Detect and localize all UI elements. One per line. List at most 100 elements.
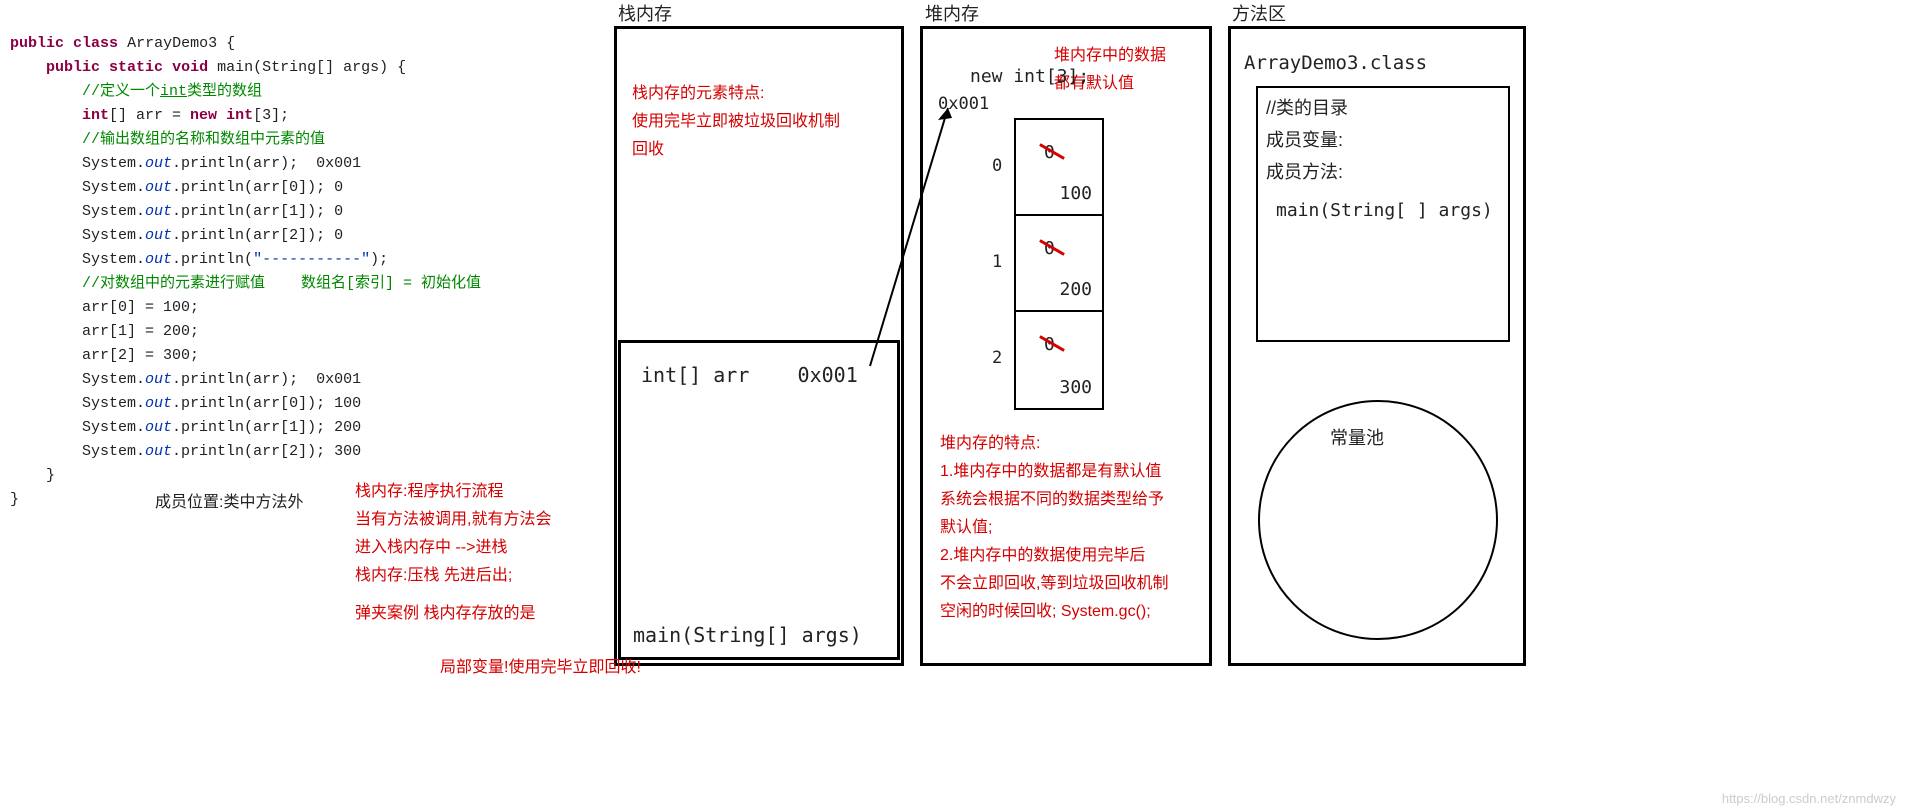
print: .println( (172, 443, 253, 460)
print: .println( (172, 395, 253, 412)
arg: arr[1]); (253, 419, 325, 436)
kw: new (190, 107, 217, 124)
out: out (145, 443, 172, 460)
arg: arr[0]); (253, 395, 325, 412)
cell-value: 200 (1059, 279, 1092, 300)
sys: System. (82, 419, 145, 436)
heap-explanation: 堆内存的特点: 1.堆内存中的数据都是有默认值 系统会根据不同的数据类型给予 默… (940, 430, 1200, 626)
plain: [] arr = (109, 107, 190, 124)
constant-pool-label: 常量池 (1330, 424, 1384, 450)
kw: class (73, 35, 118, 52)
stack-note: 栈内存的元素特点: 使用完毕立即被垃圾回收机制 回收 (632, 80, 840, 164)
cell-index: 1 (992, 252, 1002, 272)
cell-value: 300 (1059, 377, 1092, 398)
stack-frame-main: main(String[] args) (633, 623, 862, 647)
result: 200 (334, 419, 361, 436)
dir-line: //类的目录 (1258, 88, 1508, 120)
java-code: public class ArrayDemo3 { public static … (10, 8, 600, 512)
note-line: 栈内存:程序执行流程 (355, 478, 551, 506)
arg: arr[0]); (253, 179, 325, 196)
watermark: https://blog.csdn.net/znmdwzy (1722, 791, 1896, 806)
result: 0x001 (316, 371, 361, 388)
print: .println( (172, 251, 253, 268)
sys: System. (82, 443, 145, 460)
note-line: 默认值; (940, 514, 1200, 542)
kw: public (10, 35, 64, 52)
out: out (145, 395, 172, 412)
result: 0 (334, 227, 343, 244)
out: out (145, 251, 172, 268)
sys: System. (82, 203, 145, 220)
sys: System. (82, 251, 145, 268)
comment: //定义一个int类型的数组 (82, 83, 262, 100)
assign: arr[1] = 200; (82, 323, 199, 340)
method-area-label: 方法区 (1232, 0, 1286, 26)
note-line: 不会立即回收,等到垃圾回收机制 (940, 570, 1200, 598)
note-line: 栈内存:压栈 先进后出; (355, 562, 551, 590)
kw: int (217, 107, 253, 124)
arg: arr); (253, 371, 298, 388)
close: ); (370, 251, 388, 268)
print: .println( (172, 179, 253, 196)
note-line: 当有方法被调用,就有方法会 (355, 506, 551, 534)
sys: System. (82, 371, 145, 388)
out: out (145, 203, 172, 220)
out: out (145, 371, 172, 388)
heap-address: 0x001 (938, 94, 989, 114)
result: 300 (334, 443, 361, 460)
note-line: 使用完毕立即被垃圾回收机制 (632, 108, 840, 136)
class-directory-box: //类的目录 成员变量: 成员方法: main(String[ ] args) (1256, 86, 1510, 342)
result: 0 (334, 203, 343, 220)
result: 0 (334, 179, 343, 196)
string: "-----------" (253, 251, 370, 268)
out: out (145, 179, 172, 196)
note-line: 2.堆内存中的数据使用完毕后 (940, 542, 1200, 570)
out: out (145, 155, 172, 172)
sys: System. (82, 179, 145, 196)
print: .println( (172, 227, 253, 244)
arg: arr[1]); (253, 203, 325, 220)
stack-frame-arr: int[] arr 0x001 (641, 363, 858, 387)
arg: arr[2]); (253, 227, 325, 244)
stack-frame: int[] arr 0x001 main(String[] args) (618, 340, 900, 660)
main-sig: main(String[] args) (217, 59, 388, 76)
result: 0x001 (316, 155, 361, 172)
print: .println( (172, 371, 253, 388)
result: 100 (334, 395, 361, 412)
note-line: 栈内存的元素特点: (632, 80, 840, 108)
out: out (145, 227, 172, 244)
sys: System. (82, 395, 145, 412)
sys: System. (82, 155, 145, 172)
class-file-name: ArrayDemo3.class (1244, 52, 1427, 74)
arg: arr); (253, 155, 298, 172)
note-line: 堆内存的特点: (940, 430, 1200, 458)
dir-line: 成员变量: (1258, 120, 1508, 152)
array-cell: 1 0 200 (1016, 216, 1102, 312)
arg: arr[2]); (253, 443, 325, 460)
comment: 数组名[索引] = 初始化值 (301, 275, 481, 292)
note-line: 回收 (632, 136, 840, 164)
print: .println( (172, 203, 253, 220)
kw: void (172, 59, 208, 76)
class-name: ArrayDemo3 (127, 35, 217, 52)
out: out (145, 419, 172, 436)
dir-line: 成员方法: (1258, 152, 1508, 184)
note-line: 1.堆内存中的数据都是有默认值 (940, 458, 1200, 486)
member-position-note: 成员位置:类中方法外 (155, 488, 303, 512)
array-cell: 2 0 300 (1016, 312, 1102, 408)
note-line: 弹夹案例 栈内存存放的是 (355, 600, 551, 628)
kw: public (46, 59, 100, 76)
assign: arr[0] = 100; (82, 299, 199, 316)
heap-array-cells: 0 0 100 1 0 200 2 0 300 (1014, 118, 1104, 410)
dir-main: main(String[ ] args) (1258, 184, 1508, 221)
note-line: 空闲的时候回收; System.gc(); (940, 598, 1200, 626)
heap-new-int: new int[3]; (970, 66, 1089, 87)
print: .println( (172, 419, 253, 436)
local-var-note: 局部变量!使用完毕立即回收! (440, 654, 641, 682)
cell-index: 2 (992, 348, 1002, 368)
array-cell: 0 0 100 (1016, 120, 1102, 216)
heap-label: 堆内存 (925, 0, 979, 26)
sys: System. (82, 227, 145, 244)
kw: int (82, 107, 109, 124)
print: .println( (172, 155, 253, 172)
